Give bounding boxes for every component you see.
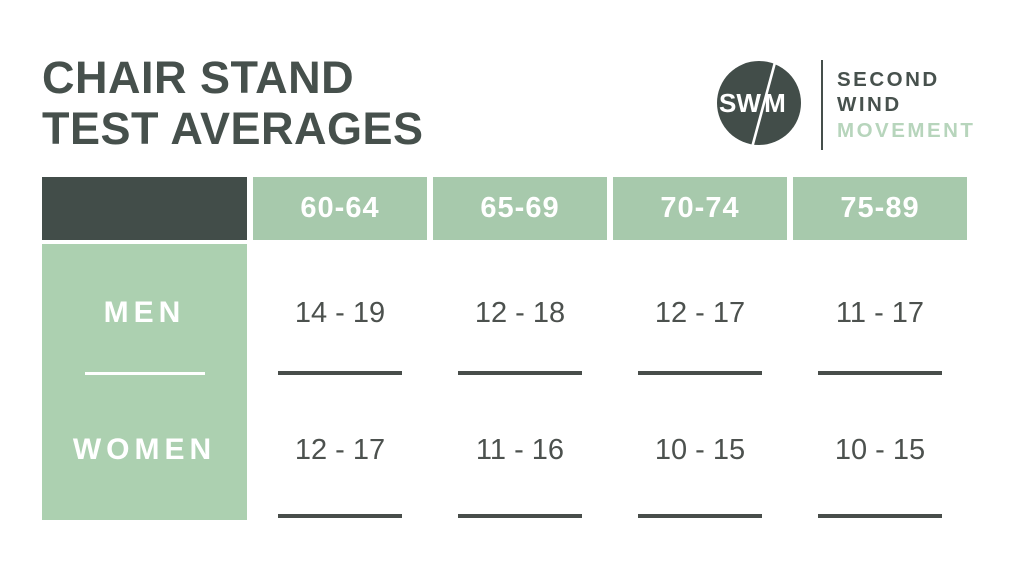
cell-men-75-89: 11 - 17	[835, 297, 925, 329]
brand-name-line-3: MOVEMENT	[837, 118, 976, 142]
cell-underline	[278, 371, 402, 375]
cell-women-70-74: 10 - 15	[654, 434, 746, 466]
brand-name-line-2: WIND	[837, 93, 902, 117]
cell-underline	[818, 371, 942, 375]
title-line-1: CHAIR STAND	[42, 52, 355, 103]
averages-table: 60-64 65-69 70-74 75-89 MEN WOMEN 14 - 1…	[42, 177, 967, 520]
cell-underline	[278, 514, 402, 518]
cell-women-75-89: 10 - 15	[834, 434, 926, 466]
row-label-column: MEN WOMEN	[42, 244, 247, 520]
row-divider-line	[84, 372, 205, 375]
age-column-header-75-89: 75-89	[793, 177, 967, 240]
cell-underline	[458, 514, 582, 518]
brand-logo: SW M SECOND WIND MOVEMENT	[714, 52, 975, 158]
logo-divider	[821, 60, 823, 150]
age-column-header-65-69: 65-69	[433, 177, 607, 240]
row-label-women: WOMEN	[72, 433, 217, 466]
data-column-60-64: 14 - 19 12 - 17	[253, 244, 427, 520]
title-line-2: TEST AVERAGES	[42, 103, 424, 154]
brand-name: SECOND WIND MOVEMENT	[837, 67, 975, 144]
cell-men-60-64: 14 - 19	[294, 297, 386, 329]
cell-underline	[638, 514, 762, 518]
cell-underline	[638, 371, 762, 375]
data-column-65-69: 12 - 18 11 - 16	[433, 244, 607, 520]
cell-women-60-64: 12 - 17	[294, 434, 386, 466]
cell-underline	[818, 514, 942, 518]
cell-women-65-69: 11 - 16	[475, 434, 565, 466]
page-title: CHAIR STAND TEST AVERAGES	[42, 52, 424, 154]
data-column-75-89: 11 - 17 10 - 15	[793, 244, 967, 520]
cell-men-70-74: 12 - 17	[654, 297, 746, 329]
row-label-men: MEN	[103, 296, 186, 329]
monogram-sw-text: SW	[719, 88, 761, 118]
cell-underline	[458, 371, 582, 375]
age-column-header-70-74: 70-74	[613, 177, 787, 240]
brand-name-line-1: SECOND	[837, 67, 940, 91]
data-column-70-74: 12 - 17 10 - 15	[613, 244, 787, 520]
age-column-header-60-64: 60-64	[253, 177, 427, 240]
swm-monogram-icon: SW M	[714, 52, 806, 158]
table-corner-cell	[42, 177, 247, 240]
monogram-m-text: M	[764, 88, 786, 118]
cell-men-65-69: 12 - 18	[474, 297, 566, 329]
